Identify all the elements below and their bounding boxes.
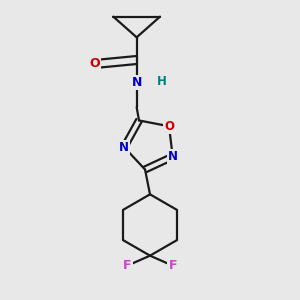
Text: O: O bbox=[90, 58, 100, 70]
Text: N: N bbox=[168, 150, 178, 163]
Text: O: O bbox=[164, 120, 174, 133]
Text: F: F bbox=[168, 259, 177, 272]
Text: N: N bbox=[119, 141, 129, 154]
Text: N: N bbox=[131, 76, 142, 89]
Text: H: H bbox=[157, 75, 166, 88]
Text: F: F bbox=[123, 259, 132, 272]
